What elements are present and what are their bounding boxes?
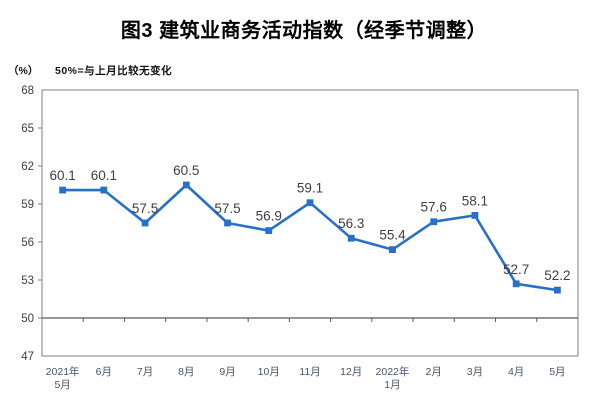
- data-point-label: 52.2: [544, 268, 570, 283]
- data-point-marker: [512, 280, 520, 288]
- data-point-label: 57.6: [421, 200, 447, 215]
- data-point-label: 60.1: [49, 168, 75, 183]
- y-tick-label: 50: [21, 313, 34, 325]
- x-tick-label: 2022年 1月: [376, 365, 410, 391]
- data-point-marker: [265, 227, 273, 234]
- data-point-label: 57.5: [132, 201, 158, 216]
- data-point-label: 56.9: [256, 209, 282, 224]
- data-point-label: 60.1: [91, 168, 117, 183]
- y-tick-label: 56: [21, 237, 34, 249]
- x-tick-label: 2021年 5月: [46, 365, 80, 391]
- data-point-label: 59.1: [297, 181, 323, 196]
- data-point-label: 60.5: [173, 163, 199, 178]
- data-point-marker: [347, 234, 355, 242]
- x-tick-label: 8月: [178, 366, 194, 378]
- data-point-marker: [553, 286, 561, 294]
- chart-title: 图3 建筑业商务活动指数（经季节调整）: [120, 20, 488, 42]
- y-axis-unit-label: （%）: [8, 65, 39, 77]
- data-point-label: 55.4: [379, 228, 406, 243]
- data-point-marker: [471, 212, 479, 219]
- reference-note: 50%=与上月比较无变化: [55, 65, 173, 77]
- data-point-marker: [306, 199, 314, 207]
- data-point-label: 52.7: [503, 262, 529, 277]
- x-tick-label: 5月: [549, 366, 565, 378]
- x-tick-label: 10月: [258, 366, 280, 378]
- x-tick-label: 3月: [467, 366, 483, 378]
- x-tick-label: 11月: [299, 366, 320, 378]
- y-tick-label: 65: [21, 123, 34, 135]
- data-point-marker: [224, 219, 231, 227]
- x-tick-label: 2月: [426, 366, 442, 378]
- data-point-marker: [389, 246, 396, 253]
- y-tick-label: 53: [21, 275, 34, 287]
- y-tick-label: 62: [21, 161, 34, 173]
- x-tick-label: 12月: [340, 366, 362, 378]
- data-point-marker: [430, 218, 438, 226]
- data-point-label: 57.5: [214, 201, 240, 216]
- plot-border: [41, 89, 579, 357]
- x-tick-label: 6月: [96, 366, 112, 378]
- data-point-marker: [100, 186, 108, 194]
- y-tick-label: 68: [21, 85, 34, 97]
- y-tick-label: 47: [21, 351, 34, 363]
- data-point-marker: [59, 186, 67, 194]
- data-point-label: 56.3: [338, 216, 364, 231]
- data-point-marker: [182, 181, 190, 189]
- x-tick-label: 7月: [137, 366, 153, 378]
- data-point-marker: [141, 219, 149, 227]
- data-point-label: 58.1: [462, 193, 488, 208]
- x-tick-label: 4月: [508, 366, 524, 378]
- y-tick-label: 59: [21, 199, 34, 211]
- x-tick-label: 9月: [219, 366, 235, 378]
